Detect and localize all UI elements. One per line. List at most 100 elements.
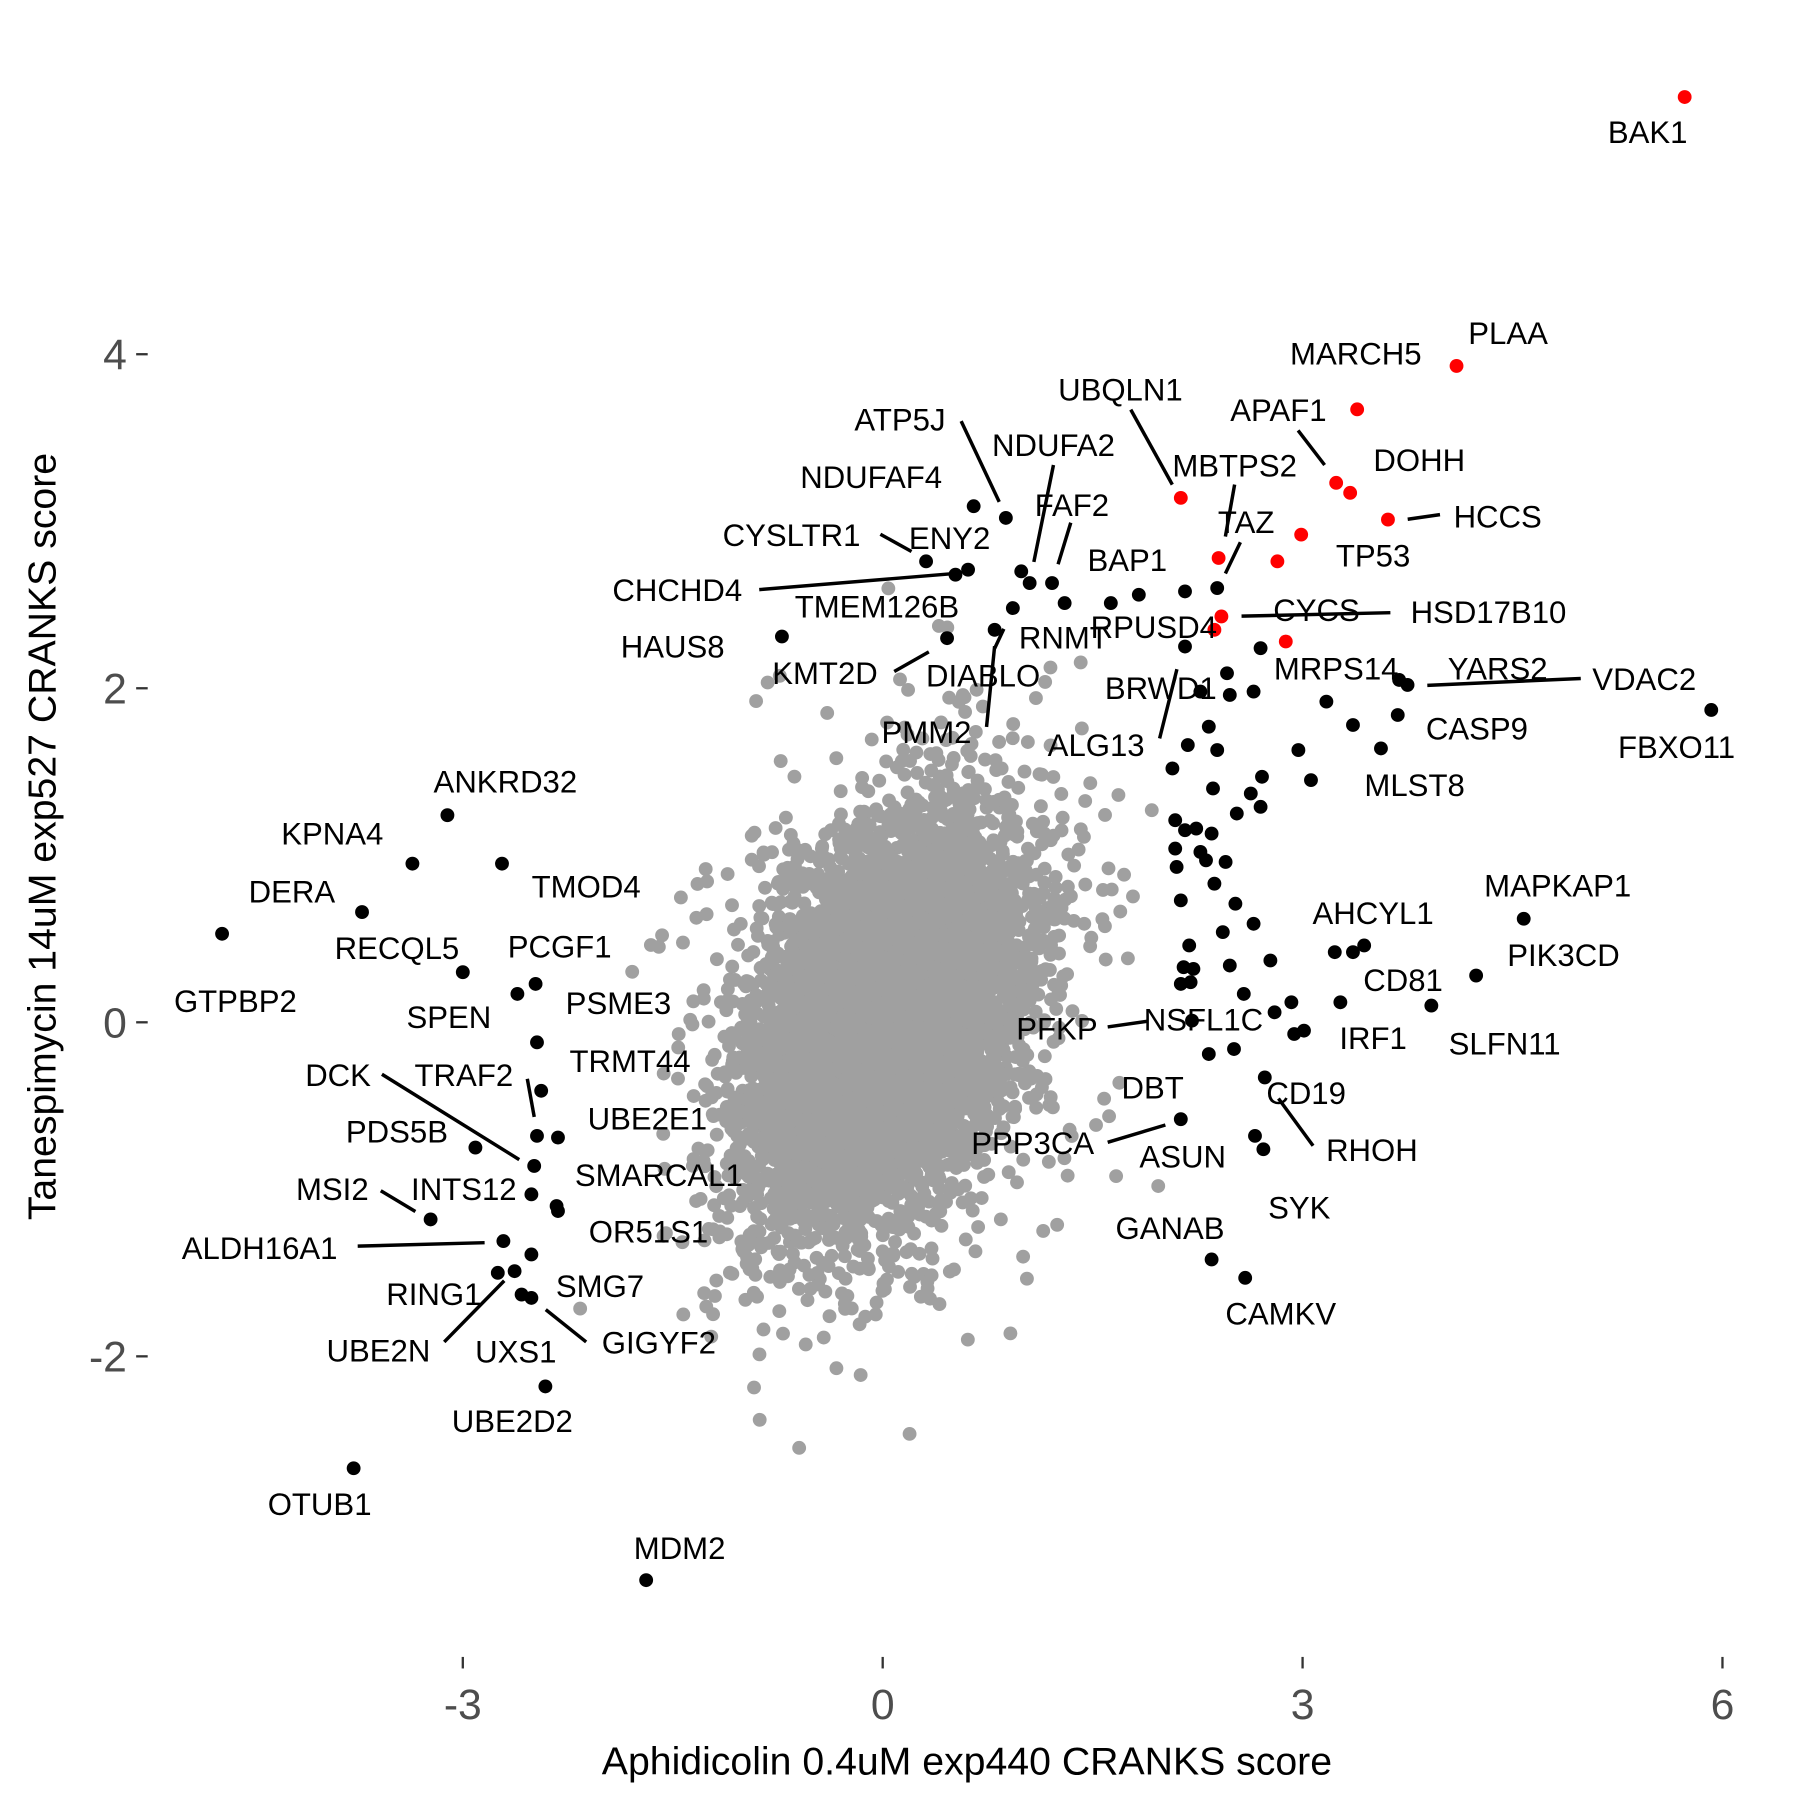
background-point [958,1232,973,1247]
background-point [1031,987,1046,1002]
background-point [709,1127,724,1142]
background-point [949,1155,964,1170]
background-point [1102,1109,1116,1124]
background-point [1077,829,1091,844]
background-point [872,773,887,788]
background-point [1043,660,1058,675]
background-point [893,1204,908,1218]
background-point [1101,861,1116,876]
background-point [1021,841,1035,856]
background-point [706,1109,721,1124]
background-point [693,1192,708,1206]
background-point [708,1289,722,1303]
background-point [822,1309,837,1324]
background-point [900,727,915,742]
background-point [758,880,772,895]
background-point [1065,1004,1080,1019]
background-point [940,620,955,635]
background-point [861,784,876,799]
background-point [994,761,1009,776]
background-point [798,1337,813,1352]
background-point [778,810,793,825]
background-point [752,899,767,913]
background-point [1016,1152,1031,1167]
background-point [858,1309,873,1324]
background-point [1126,889,1140,904]
background-point [1052,928,1067,943]
background-point [1029,691,1043,705]
background-point [1073,655,1088,670]
background-point [673,890,688,905]
background-point [749,1006,764,1020]
background-point [882,793,896,808]
background-point [1028,1004,1043,1019]
background-point [1078,877,1093,892]
background-point [756,1322,771,1337]
background-point [1071,842,1086,857]
background-point [656,1066,671,1081]
background-point [1011,923,1026,938]
background-point [969,682,984,697]
background-point [691,1141,706,1156]
background-point [968,1244,983,1259]
background-point [725,898,739,913]
background-point [656,1126,671,1141]
background-point [1060,1168,1075,1183]
background-point [818,827,833,842]
background-point [686,1089,701,1103]
background-point [837,1249,852,1264]
background-point [722,1188,737,1203]
background-point [946,751,961,765]
background-point [1077,916,1092,931]
background-point [704,1329,719,1344]
background-point [1003,1139,1018,1154]
background-point [1038,675,1053,689]
background-point [1098,808,1112,822]
background-point [1003,1326,1018,1341]
background-point [978,752,992,767]
background-point [797,896,812,911]
background-point [689,910,704,925]
background-point [816,1330,831,1345]
background-point [1062,1122,1077,1137]
background-point [900,785,915,800]
background-point [1050,1217,1065,1232]
background-point [1032,767,1047,782]
background-point [792,1281,806,1296]
background-point [924,1241,939,1256]
background-point [864,732,879,747]
background-point [1020,1271,1034,1286]
background-point [975,699,990,714]
background-point [697,1286,712,1301]
background-point [725,959,740,974]
background-point [879,754,894,769]
background-point [1057,1151,1072,1166]
background-point [1111,788,1126,802]
background-point [968,724,983,739]
background-point [772,668,787,683]
background-point [1112,1075,1127,1090]
background-point [1151,1179,1166,1193]
background-point [1048,880,1063,895]
background-point [1006,717,1021,731]
background-point [902,1426,917,1441]
background-point [683,1012,698,1027]
background-point [1037,861,1052,876]
background-point [958,705,972,719]
background-point [1061,847,1076,862]
background-point [1033,799,1048,814]
background-point [776,1326,790,1341]
background-point [697,1233,712,1248]
background-point [1052,946,1066,961]
background-point [747,1380,761,1395]
background-point [676,1307,691,1322]
background-point [768,821,783,835]
background-point [1011,780,1026,795]
background-point [1025,816,1040,831]
background-point [1005,731,1020,746]
background-point [934,715,948,730]
background-point [961,765,976,780]
background-point [746,1285,761,1300]
